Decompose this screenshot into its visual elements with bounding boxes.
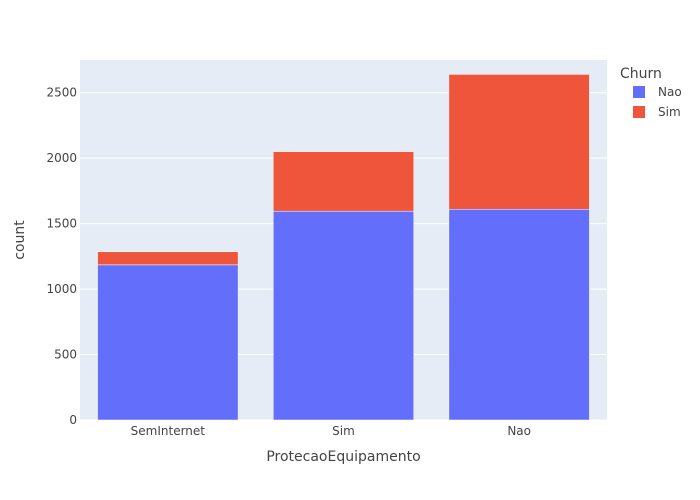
y-tick-label: 2000	[46, 151, 77, 165]
y-tick-label: 1000	[46, 282, 77, 296]
x-tick-label: Nao	[507, 424, 531, 438]
bar-sim-seminternet	[97, 251, 239, 266]
x-tick-label: SemInternet	[131, 424, 206, 438]
legend-swatch-sim	[633, 106, 645, 118]
x-tick-label: Sim	[332, 424, 355, 438]
legend-label-sim: Sim	[658, 105, 681, 119]
bar-nao-seminternet	[97, 264, 239, 421]
legend-swatch-nao	[633, 86, 645, 98]
x-axis-title: ProtecaoEquipamento	[266, 449, 420, 465]
bar-sim-nao	[448, 74, 590, 210]
bar-sim-sim	[272, 151, 415, 212]
y-tick-label: 1500	[46, 217, 77, 231]
y-tick-label: 500	[54, 348, 77, 362]
y-axis-title: count	[12, 220, 28, 260]
y-tick-label: 0	[69, 413, 77, 427]
y-tick-label: 2500	[46, 86, 77, 100]
legend[interactable]: Churn Nao Sim	[620, 66, 682, 119]
bar-nao-sim	[272, 210, 415, 421]
y-axis-ticks: 0 500 1000 1500 2000 2500	[46, 86, 77, 427]
bar-nao-nao	[448, 208, 590, 421]
x-axis-ticks: SemInternet Sim Nao	[131, 424, 531, 438]
bars	[97, 74, 590, 421]
legend-label-nao: Nao	[658, 85, 682, 99]
legend-title: Churn	[620, 66, 662, 82]
